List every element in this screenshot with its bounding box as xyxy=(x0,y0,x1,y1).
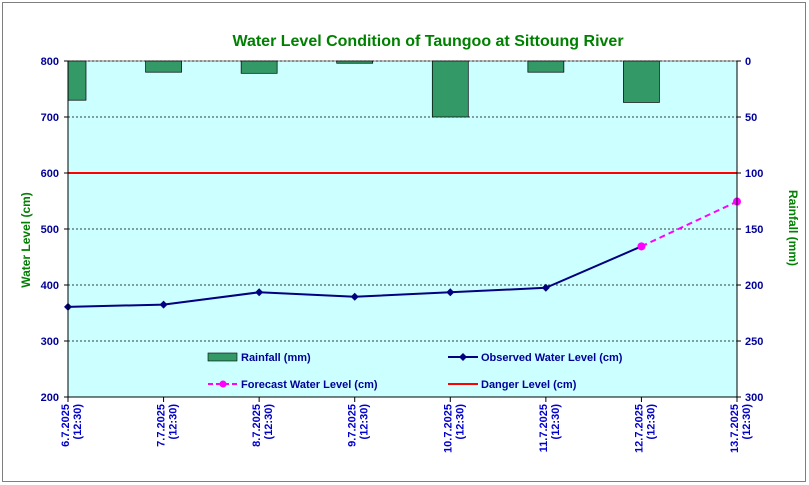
legend-rainfall-swatch xyxy=(207,352,238,362)
right-tick-label: 150 xyxy=(745,224,763,236)
x-axis-ticks: 6.7.2025 (12:30) 7.7.2025 (12:30) 8.7.2025 (1… xyxy=(60,397,753,453)
x-tick-date: 12.7.2025 xyxy=(633,404,645,453)
right-tick-label: 300 xyxy=(745,392,763,404)
rainfall-bar xyxy=(623,60,660,103)
left-tick-label: 600 xyxy=(41,168,59,180)
left-tick-label: 800 xyxy=(41,56,59,68)
x-tick-date: 10.7.2025 xyxy=(442,404,454,453)
observed-series xyxy=(64,242,646,311)
rainfall-bar xyxy=(336,60,374,64)
x-tick-time: (12:30) xyxy=(72,404,84,440)
y-axis-left-title: Water Level (cm) xyxy=(19,192,33,288)
legend-observed-label: Observed Water Level (cm) xyxy=(481,352,623,364)
left-axis-ticks: 800 700 600 500 400 300 200 xyxy=(41,56,68,404)
right-tick-label: 0 xyxy=(745,56,751,68)
x-tick-date: 8.7.2025 xyxy=(251,404,263,447)
rainfall-bar xyxy=(145,60,182,73)
x-tick-time: (12:30) xyxy=(645,404,657,440)
chart-title: Water Level Condition of Taungoo at Sitt… xyxy=(232,33,623,50)
left-tick-label: 400 xyxy=(41,280,59,292)
right-tick-label: 250 xyxy=(745,336,763,348)
forecast-series xyxy=(637,197,741,251)
x-tick-time: (12:30) xyxy=(263,404,275,440)
legend-observed-marker xyxy=(459,353,467,361)
left-tick-label: 300 xyxy=(41,336,59,348)
x-tick-time: (12:30) xyxy=(168,404,180,440)
observed-point xyxy=(541,283,550,292)
x-tick-time: (12:30) xyxy=(359,404,371,440)
right-tick-label: 100 xyxy=(745,168,763,180)
rainfall-bar xyxy=(240,60,278,74)
legend-rainfall-label: Rainfall (mm) xyxy=(241,352,311,364)
x-tick-time: (12:30) xyxy=(741,404,753,440)
x-tick-time: (12:30) xyxy=(550,404,562,440)
observed-point xyxy=(255,288,264,297)
x-tick-date: 7.7.2025 xyxy=(156,404,168,447)
rainfall-bar xyxy=(67,60,87,101)
left-tick-label: 700 xyxy=(41,112,59,124)
x-tick-date: 11.7.2025 xyxy=(538,404,550,452)
rainfall-bar xyxy=(431,60,469,118)
x-tick-date: 9.7.2025 xyxy=(347,404,359,447)
forecast-point xyxy=(637,242,646,251)
right-axis-ticks: 0 50 100 150 200 250 300 xyxy=(737,56,763,404)
y-axis-right-title: Rainfall (mm) xyxy=(786,190,800,266)
observed-point xyxy=(350,292,359,301)
x-tick-date: 13.7.2025 xyxy=(729,404,741,453)
left-tick-label: 200 xyxy=(41,392,59,404)
right-tick-label: 200 xyxy=(745,280,763,292)
x-tick-date: 6.7.2025 xyxy=(60,404,72,447)
x-tick-time: (12:30) xyxy=(454,404,466,440)
rainfall-bar xyxy=(527,60,565,73)
legend-danger-label: Danger Level (cm) xyxy=(481,379,577,391)
forecast-line xyxy=(641,200,738,248)
observed-point xyxy=(446,288,455,297)
legend-forecast-label: Forecast Water Level (cm) xyxy=(241,379,378,391)
right-tick-label: 50 xyxy=(745,112,757,124)
observed-point xyxy=(159,300,168,309)
left-tick-label: 500 xyxy=(41,224,59,236)
legend: Rainfall (mm) Observed Water Level (cm) … xyxy=(207,352,623,391)
legend-forecast-marker xyxy=(219,380,227,388)
